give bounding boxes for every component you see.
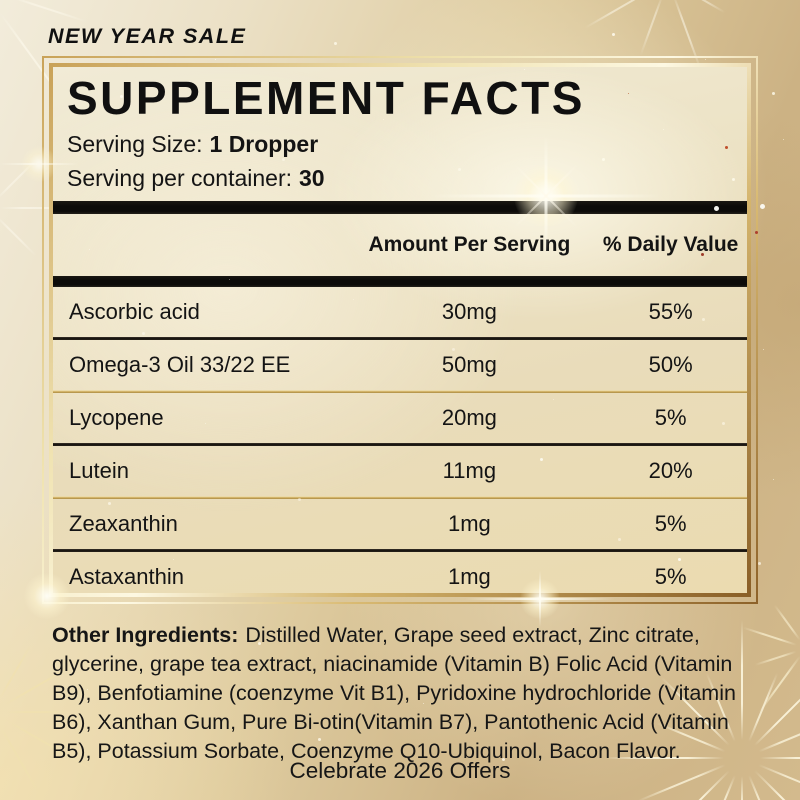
table-row: Ascorbic acid 30mg 55%	[53, 287, 747, 337]
serving-size-label: Serving Size:	[67, 131, 203, 157]
table-row: Zeaxanthin 1mg 5%	[53, 499, 747, 549]
serving-size-line: Serving Size: 1 Dropper	[67, 131, 747, 157]
row-divider	[53, 443, 747, 446]
other-ingredients: Other Ingredients: Distilled Water, Grape…	[52, 621, 756, 766]
footer-tagline: Celebrate 2026 Offers	[289, 758, 511, 783]
table-header-bar	[53, 276, 747, 287]
ingredient-amount: 20mg	[441, 405, 497, 430]
ingredient-daily-value: 50%	[648, 352, 693, 377]
supplement-facts-panel: SUPPLEMENT FACTS Serving Size: 1 Dropper …	[49, 63, 751, 597]
ingredient-daily-value: 5%	[654, 511, 687, 536]
servings-per-container-label: Serving per container:	[67, 165, 293, 191]
ingredient-daily-value: 20%	[648, 458, 693, 483]
ingredient-name: Omega-3 Oil 33/22 EE	[69, 352, 291, 377]
row-divider	[53, 337, 747, 340]
table-row: Astaxanthin 1mg 5%	[53, 552, 747, 593]
row-divider	[53, 496, 747, 499]
column-header-daily-value: % Daily Value	[602, 233, 739, 256]
ingredient-name: Lutein	[69, 458, 129, 483]
servings-per-container-value: 30	[299, 165, 325, 191]
table-row: Lycopene 20mg 5%	[53, 393, 747, 443]
ingredient-name: Astaxanthin	[69, 564, 184, 589]
ingredient-amount: 1mg	[447, 511, 491, 536]
other-ingredients-text: Distilled Water, Grape seed extract, Zin…	[52, 623, 736, 763]
servings-per-container-line: Serving per container: 30	[67, 165, 747, 191]
ingredient-daily-value: 5%	[654, 405, 687, 430]
ingredient-amount: 50mg	[441, 352, 497, 377]
sale-banner: NEW YEAR SALE	[48, 24, 247, 48]
ingredient-name: Lycopene	[69, 405, 164, 430]
ingredient-amount: 1mg	[447, 564, 491, 589]
confetti-speckles	[0, 0, 3, 3]
table-row: Omega-3 Oil 33/22 EE 50mg 50%	[53, 340, 747, 390]
ingredient-daily-value: 55%	[648, 299, 693, 324]
panel-title: SUPPLEMENT FACTS	[67, 72, 585, 124]
ingredient-name: Ascorbic acid	[69, 299, 200, 324]
ingredient-amount: 11mg	[442, 458, 497, 483]
row-divider	[53, 390, 747, 393]
ingredient-daily-value: 5%	[654, 564, 687, 589]
row-divider	[53, 549, 747, 552]
table-header-row: Amount Per Serving % Daily Value	[53, 214, 747, 276]
ingredient-name: Zeaxanthin	[69, 511, 178, 536]
gold-frame: SUPPLEMENT FACTS Serving Size: 1 Dropper …	[42, 56, 758, 604]
ingredient-amount: 30mg	[441, 299, 497, 324]
table-top-bar	[53, 201, 747, 214]
column-header-amount: Amount Per Serving	[368, 233, 571, 256]
table-row: Lutein 11mg 20%	[53, 446, 747, 496]
other-ingredients-label: Other Ingredients:	[52, 623, 239, 647]
serving-size-value: 1 Dropper	[209, 131, 319, 157]
